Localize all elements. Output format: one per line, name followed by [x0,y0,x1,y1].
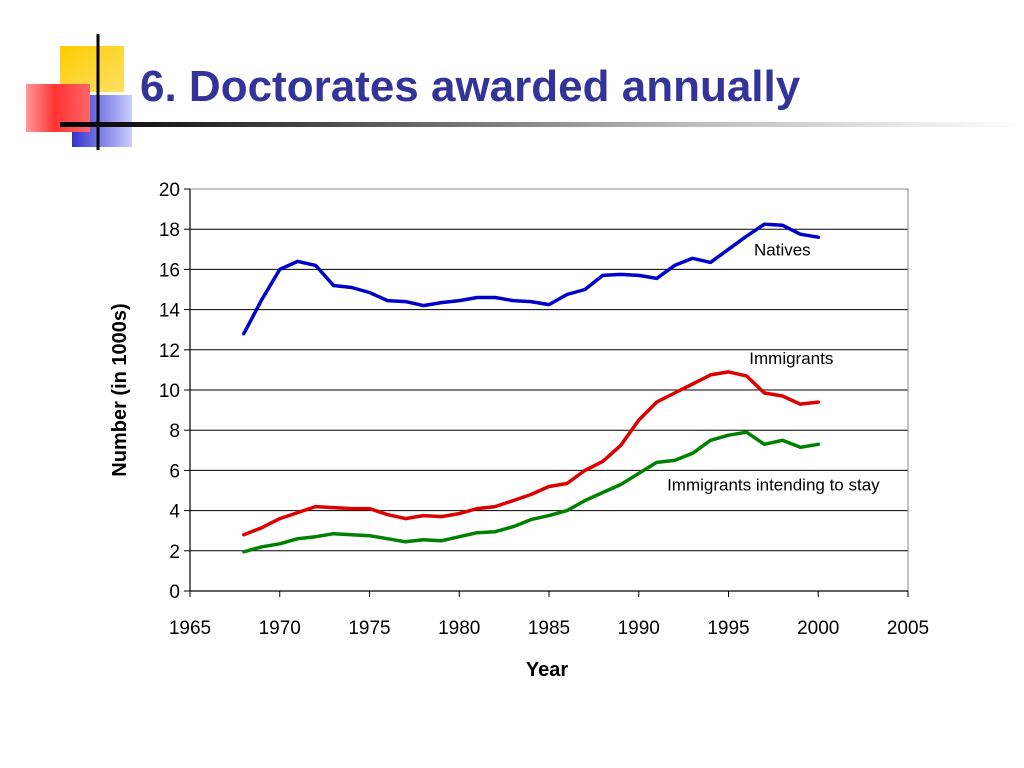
title-underline [60,122,1024,127]
y-tick-label: 6 [169,461,180,482]
series-label-natives: Natives [754,240,811,259]
x-tick-label: 1980 [438,618,480,639]
y-tick-label: 8 [169,421,180,442]
series-layer [242,222,821,554]
series-label-immigrants: Immigrants [749,349,833,368]
y-tick-label: 14 [159,301,181,322]
y-tick-label: 20 [159,180,180,201]
x-tick-label: 1995 [707,618,749,639]
y-tick-label: 10 [159,381,180,402]
series-line-natives [242,222,821,336]
x-tick-label: 1985 [528,618,570,639]
decorative-squares [26,34,132,150]
y-tick-label: 12 [159,341,180,362]
x-axis-title: Year [526,659,568,681]
y-tick-label: 18 [159,220,180,241]
series-label-immigrants-intending-to-stay: Immigrants intending to stay [667,476,880,495]
y-tick-label: 4 [169,502,180,523]
series-line-immigrants-intending-to-stay [242,430,821,554]
x-tick-label: 1970 [259,618,301,639]
y-axis-title: Number (in 1000s) [109,303,131,476]
axis-layer: 0 2 4 6 8 10 12 14 16 18 20 1965 1970 1975 1980 1985 199… [159,180,929,639]
x-tick-label: 2005 [887,618,929,639]
label-layer: Natives Immigrants Immigrants intending to… [667,240,880,494]
series-line-immigrants [242,370,821,537]
y-tick-label: 2 [169,542,180,563]
slide-title: 6. Doctorates awarded annually [140,62,801,111]
y-tick-label: 16 [159,260,180,281]
x-tick-label: 1990 [618,618,660,639]
grid-layer [190,228,908,552]
x-tick-label: 1975 [348,618,390,639]
x-tick-label: 2000 [797,618,839,639]
x-tick-label: 1965 [169,618,211,639]
y-tick-label: 0 [169,582,180,603]
